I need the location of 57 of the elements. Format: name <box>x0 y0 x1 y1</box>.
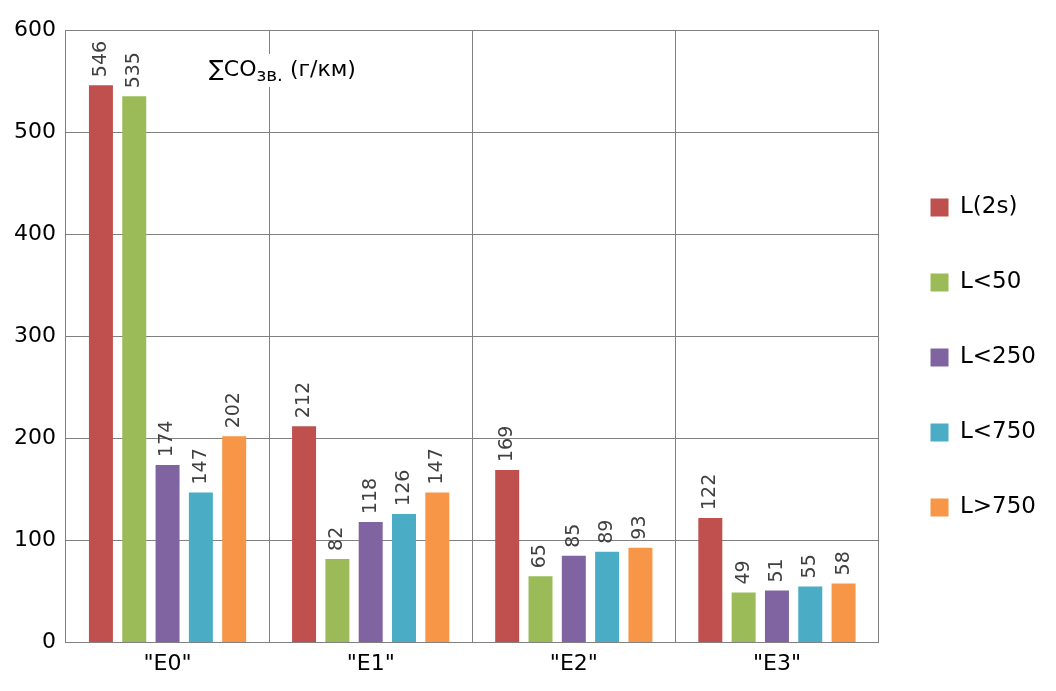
legend-label: L<250 <box>960 342 1037 369</box>
data-label: 147 <box>187 448 210 485</box>
y-tick-label: 100 <box>13 526 56 552</box>
bar <box>764 590 789 643</box>
bar <box>222 436 247 643</box>
bar <box>595 551 620 643</box>
x-tick-label: "E2" <box>549 649 598 675</box>
bar <box>188 492 213 643</box>
bar <box>798 586 823 643</box>
x-tick-label: "E0" <box>143 649 192 675</box>
data-label: 85 <box>560 523 583 548</box>
data-label: 93 <box>627 515 650 540</box>
bar <box>831 583 856 643</box>
data-label: 65 <box>527 544 550 569</box>
bar <box>698 518 723 643</box>
bar <box>392 513 416 643</box>
y-tick-label: 300 <box>13 322 56 348</box>
y-tick-label: 400 <box>13 219 56 245</box>
data-label: 174 <box>154 420 177 457</box>
bar <box>425 492 450 643</box>
legend-label: L<50 <box>960 267 1022 294</box>
bar <box>528 576 553 643</box>
x-tick-label: "E3" <box>752 649 802 675</box>
data-label: 82 <box>324 526 347 551</box>
text: ∑CO$_{зв.}$ (г/км) <box>205 54 360 88</box>
data-label: 212 <box>291 381 313 419</box>
data-label: 546 <box>87 40 110 78</box>
bar <box>292 426 317 643</box>
data-label: 51 <box>763 558 786 583</box>
y-tick-label: 200 <box>13 424 56 450</box>
y-tick-label: 0 <box>41 628 56 654</box>
data-label: 147 <box>424 448 447 485</box>
y-tick-label: 600 <box>13 15 56 41</box>
data-label: 55 <box>797 554 820 579</box>
data-label: 89 <box>594 519 617 544</box>
bar <box>88 85 113 643</box>
data-label: 535 <box>121 52 144 89</box>
bar <box>731 592 756 643</box>
data-label: 126 <box>390 469 413 506</box>
legend-label: L<750 <box>960 417 1037 444</box>
data-label: 49 <box>730 560 753 585</box>
bar <box>122 96 147 643</box>
bar <box>155 464 180 643</box>
y-tick-label: 500 <box>13 117 56 143</box>
bar <box>561 555 586 643</box>
data-label: 169 <box>494 425 517 463</box>
bar <box>325 558 350 643</box>
data-label: 202 <box>221 392 244 429</box>
data-label: 58 <box>830 551 853 576</box>
legend-label: L>750 <box>960 492 1037 519</box>
bar <box>358 522 383 643</box>
x-tick-label: "E1" <box>346 649 395 675</box>
data-label: 122 <box>697 473 720 511</box>
bar <box>495 470 520 643</box>
bar <box>628 547 653 643</box>
legend-label: L(2s) <box>960 192 1018 219</box>
data-label: 118 <box>357 477 380 515</box>
